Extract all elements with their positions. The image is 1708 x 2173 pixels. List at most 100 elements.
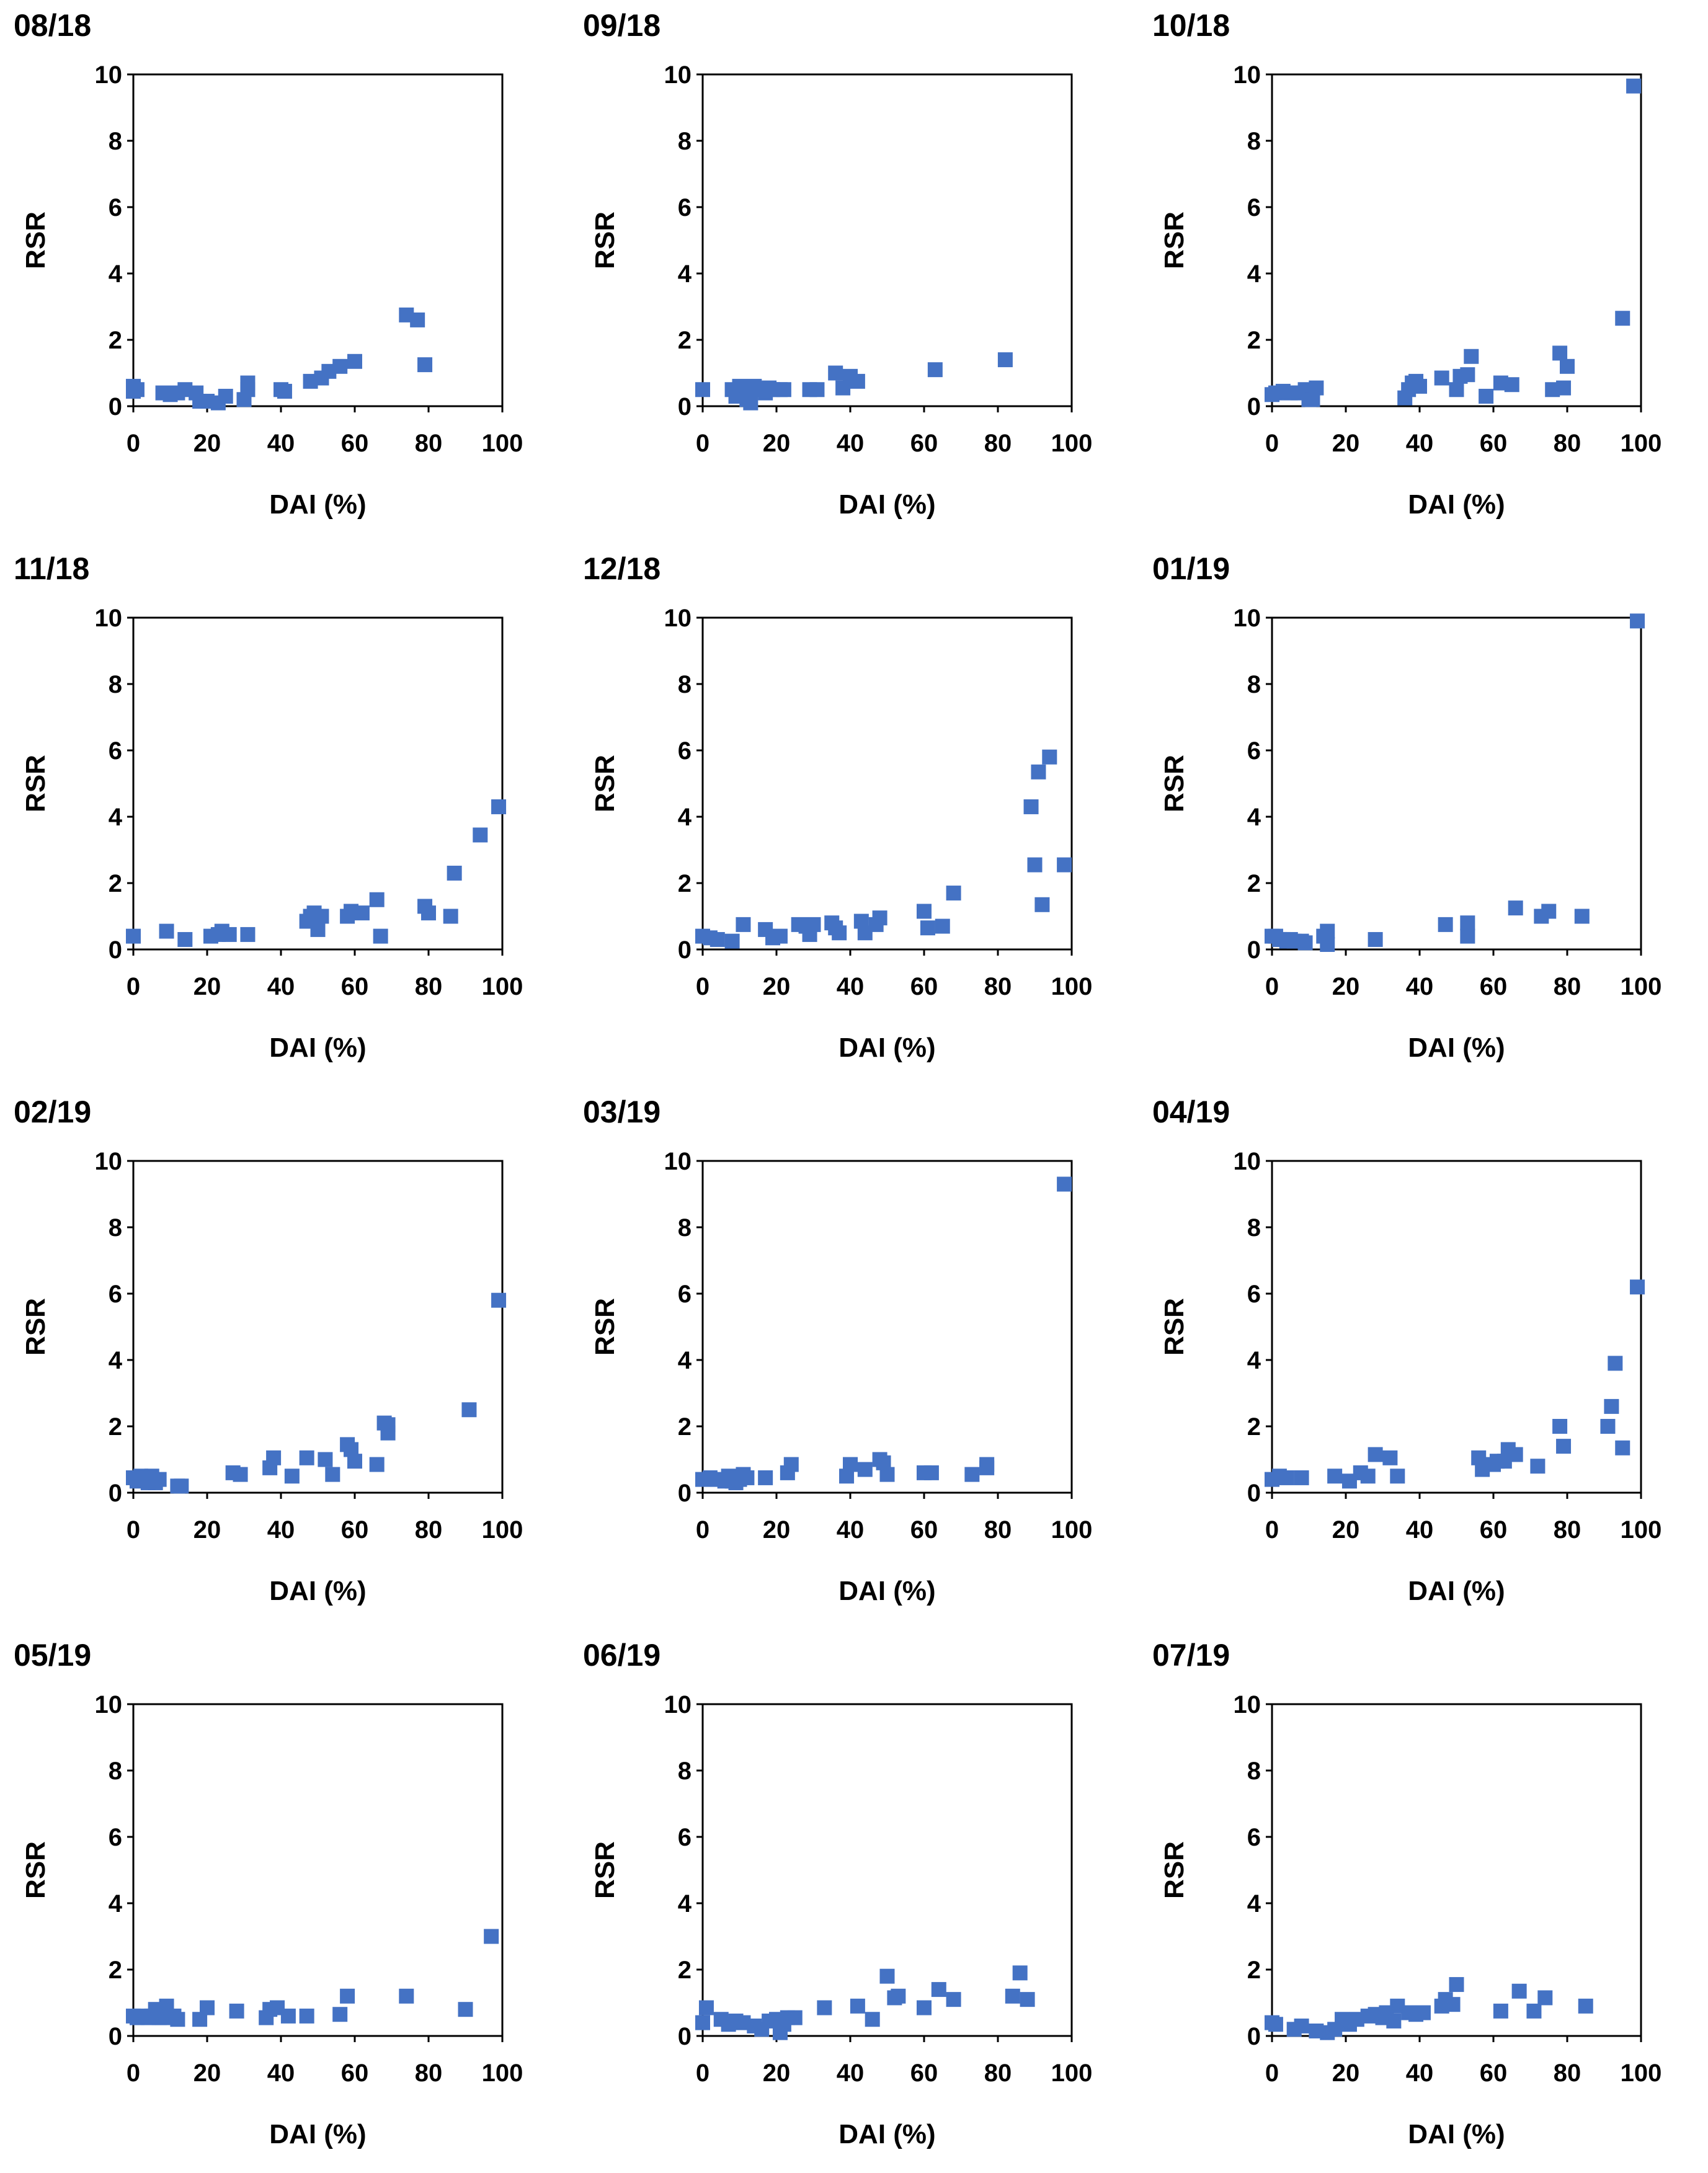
data-point bbox=[695, 382, 710, 398]
data-point bbox=[828, 365, 843, 381]
chart-title: 06/19 bbox=[583, 1638, 661, 1673]
y-tick-label: 4 bbox=[1247, 804, 1261, 831]
chart-title: 01/19 bbox=[1152, 551, 1230, 586]
chart-title: 09/18 bbox=[583, 8, 661, 43]
data-point bbox=[1526, 2003, 1542, 2019]
y-tick-label: 2 bbox=[678, 1413, 692, 1441]
data-point bbox=[1445, 1997, 1461, 2012]
data-point bbox=[1630, 613, 1645, 629]
data-point bbox=[1294, 2018, 1309, 2033]
data-point bbox=[1386, 2013, 1402, 2029]
y-tick-label: 4 bbox=[109, 1890, 123, 1917]
chart-title: 12/18 bbox=[583, 551, 661, 586]
plot-area bbox=[701, 1703, 1073, 2037]
y-axis-title: RSR bbox=[1159, 1298, 1190, 1356]
data-point bbox=[129, 382, 145, 398]
chart-title: 03/19 bbox=[583, 1095, 661, 1129]
x-tick-label: 80 bbox=[984, 2060, 1012, 2087]
plot-area bbox=[132, 1703, 504, 2037]
plot-area bbox=[132, 1160, 504, 1494]
data-point bbox=[461, 1402, 477, 1418]
y-tick-label: 8 bbox=[678, 671, 692, 698]
data-point bbox=[1578, 1998, 1593, 2014]
y-tick-label: 0 bbox=[678, 936, 692, 964]
x-tick-label: 100 bbox=[482, 973, 523, 1000]
y-tick-label: 2 bbox=[109, 870, 122, 897]
x-tick-label: 0 bbox=[127, 2060, 140, 2087]
y-tick-label: 2 bbox=[109, 1957, 122, 1984]
y-tick-label: 2 bbox=[1247, 1413, 1261, 1441]
data-point bbox=[698, 2000, 714, 2015]
data-point bbox=[832, 925, 847, 941]
data-point bbox=[1508, 900, 1523, 916]
y-tick-label: 0 bbox=[109, 393, 122, 420]
x-tick-label: 100 bbox=[1051, 973, 1093, 1000]
data-point bbox=[1320, 923, 1335, 939]
x-tick-label: 60 bbox=[341, 2060, 369, 2087]
x-tick-label: 60 bbox=[341, 430, 369, 457]
data-point bbox=[1279, 1470, 1294, 1485]
data-point bbox=[1438, 917, 1453, 932]
x-tick-label: 40 bbox=[1406, 430, 1434, 457]
data-point bbox=[1382, 1450, 1398, 1465]
data-point bbox=[1027, 857, 1043, 873]
data-point bbox=[1615, 311, 1630, 326]
x-tick-label: 100 bbox=[1621, 973, 1662, 1000]
y-tick-label: 6 bbox=[678, 1281, 692, 1308]
y-tick-label: 6 bbox=[1247, 1824, 1261, 1851]
data-point bbox=[891, 1988, 906, 2004]
data-point bbox=[1031, 764, 1046, 780]
data-point bbox=[787, 2010, 803, 2025]
x-tick-label: 80 bbox=[1554, 2060, 1581, 2087]
data-point bbox=[997, 352, 1013, 368]
data-point bbox=[325, 1467, 340, 1482]
plot-area bbox=[1271, 73, 1642, 407]
data-point bbox=[1574, 909, 1590, 924]
data-point bbox=[491, 1292, 507, 1308]
data-point bbox=[126, 928, 141, 944]
data-point bbox=[865, 2012, 880, 2027]
data-point bbox=[1057, 857, 1072, 873]
data-point bbox=[332, 2007, 348, 2022]
y-tick-label: 2 bbox=[678, 1957, 692, 1984]
data-point bbox=[417, 357, 433, 373]
data-point bbox=[410, 312, 425, 327]
x-tick-label: 0 bbox=[1265, 430, 1279, 457]
x-tick-label: 60 bbox=[910, 2060, 938, 2087]
data-point bbox=[284, 1469, 300, 1484]
x-tick-label: 100 bbox=[1051, 2060, 1093, 2087]
x-tick-label: 100 bbox=[482, 2060, 523, 2087]
chart-title: 04/19 bbox=[1152, 1095, 1230, 1129]
data-point bbox=[229, 2003, 244, 2019]
y-tick-label: 6 bbox=[1247, 1281, 1261, 1308]
y-tick-label: 8 bbox=[678, 1214, 692, 1242]
data-point bbox=[695, 2015, 710, 2030]
data-point bbox=[240, 927, 256, 942]
data-point bbox=[1309, 380, 1324, 396]
data-point bbox=[743, 395, 758, 411]
data-point bbox=[484, 1929, 499, 1944]
y-axis-title: RSR bbox=[20, 755, 51, 812]
x-tick-label: 0 bbox=[127, 1516, 140, 1544]
chart-panel: 08/18 0 2 4 6 8 10 0 20 40 60 80 100 DAI (%) RSR bbox=[0, 0, 569, 543]
data-point bbox=[1434, 370, 1449, 386]
x-tick-label: 40 bbox=[1406, 1516, 1434, 1544]
data-point bbox=[447, 865, 462, 881]
y-tick-label: 4 bbox=[1247, 260, 1261, 288]
data-point bbox=[354, 905, 370, 921]
data-point bbox=[1320, 936, 1335, 952]
data-point bbox=[709, 931, 725, 947]
y-axis-title: RSR bbox=[20, 211, 51, 269]
data-point bbox=[857, 1462, 873, 1477]
y-tick-label: 2 bbox=[109, 1413, 122, 1441]
x-tick-label: 80 bbox=[984, 973, 1012, 1000]
data-point bbox=[964, 1467, 980, 1482]
y-tick-label: 10 bbox=[1234, 605, 1261, 632]
data-point bbox=[151, 1472, 167, 1487]
y-tick-label: 6 bbox=[678, 1824, 692, 1851]
x-tick-label: 20 bbox=[1332, 2060, 1360, 2087]
data-point bbox=[736, 917, 751, 932]
chart-panel: 03/19 0 2 4 6 8 10 0 20 40 60 80 100 DAI (%) RSR bbox=[569, 1086, 1139, 1630]
